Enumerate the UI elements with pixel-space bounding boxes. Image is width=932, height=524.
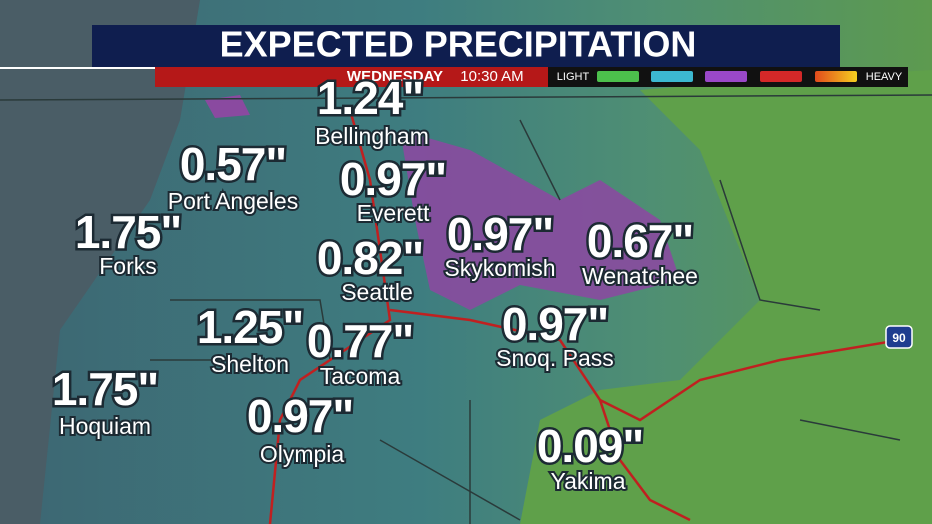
precip-amount: 0.67": [587, 215, 693, 267]
precip-amount: 1.24": [317, 72, 423, 124]
precip-amount: 0.77": [307, 315, 413, 367]
precip-amount: 1.75": [75, 206, 181, 258]
precip-amount: 0.82": [317, 232, 423, 284]
precip-amount: 0.97": [247, 390, 353, 442]
city-name: Hoquiam: [59, 413, 151, 439]
city-name: Wenatchee: [582, 263, 698, 289]
city-name: Forks: [99, 253, 157, 279]
legend-swatch: [597, 71, 639, 82]
county-lines: [0, 94, 932, 524]
city-name: Yakima: [551, 468, 626, 494]
interstate-shield: [885, 325, 913, 349]
title: EXPECTED PRECIPITATION: [220, 24, 697, 65]
precip-patch: [205, 95, 250, 118]
legend-swatch: [705, 71, 747, 82]
precip-amount: 1.25": [197, 301, 303, 353]
precip-amount: 0.57": [180, 138, 286, 190]
heavy-precip: [400, 130, 680, 310]
highway-label: 90: [892, 331, 906, 345]
day: WEDNESDAY: [347, 68, 443, 85]
time: 10:30 AM: [460, 68, 523, 85]
precip-amount: 0.97": [340, 153, 446, 205]
precip-amount: 0.97": [502, 298, 608, 350]
highways: [268, 109, 901, 524]
ocean: [0, 0, 200, 524]
city-name: Skykomish: [444, 255, 555, 281]
city-name: Shelton: [211, 351, 289, 377]
city-name: Snoq. Pass: [496, 345, 614, 371]
legend-swatch: [651, 71, 693, 82]
legend-heavy: HEAVY: [866, 71, 903, 83]
city-name: Bellingham: [315, 123, 429, 149]
precip-amount: 1.75": [52, 363, 158, 415]
city-name: Seattle: [341, 279, 413, 305]
legend-light: LIGHT: [557, 71, 590, 83]
precip-amount: 0.09": [537, 420, 643, 472]
title-bar: [92, 25, 840, 67]
precip-amount: 0.97": [447, 208, 553, 260]
city-name: Everett: [357, 200, 430, 226]
city-name: Olympia: [260, 441, 345, 467]
legend-swatch: [815, 71, 857, 82]
city-name: Tacoma: [320, 363, 401, 389]
legend-swatch: [760, 71, 802, 82]
city-name: Port Angeles: [168, 188, 298, 214]
